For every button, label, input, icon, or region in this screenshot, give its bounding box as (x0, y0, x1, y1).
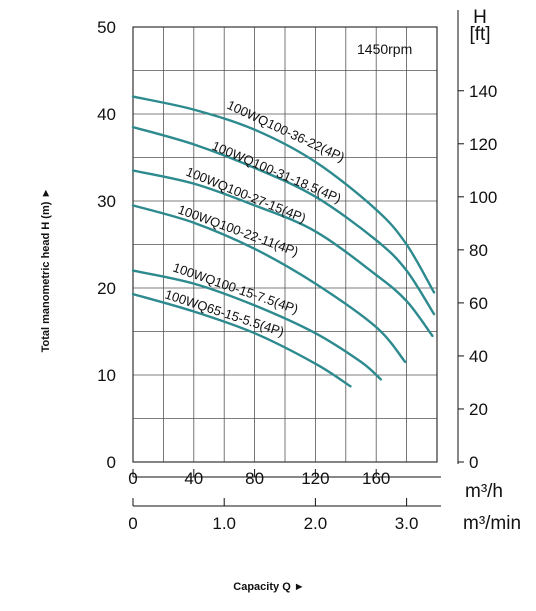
series-line (131, 204, 407, 364)
x-tick-label-primary: 160 (362, 469, 390, 488)
y-tick-label-right: 140 (469, 82, 497, 101)
x-unit-primary: m³/h (465, 481, 503, 502)
x-tick-label-primary: 40 (184, 469, 203, 488)
rpm-annotation: 1450rpm (357, 41, 412, 57)
series-line (131, 169, 434, 338)
x-axis-title: Capacity Q ► (233, 581, 304, 593)
right-axis-unit: [ft] (469, 24, 490, 45)
y-tick-label-right: 100 (469, 188, 497, 207)
x-tick-label-secondary: 2.0 (304, 514, 328, 533)
y-tick-label-left: 40 (97, 105, 116, 124)
y-tick-label-right: 20 (469, 400, 488, 419)
y-tick-label-right: 120 (469, 135, 497, 154)
y-tick-label-left: 20 (97, 279, 116, 298)
y-tick-label-right: 80 (469, 241, 488, 260)
series-line (131, 269, 382, 381)
x-tick-label-primary: 120 (301, 469, 329, 488)
y-tick-label-left: 10 (97, 366, 116, 385)
y-tick-label-left: 0 (107, 453, 116, 472)
x-tick-label-secondary: 0 (128, 514, 137, 533)
series-line (131, 95, 436, 294)
x-unit-secondary: m³/min (463, 513, 521, 534)
x-tick-label-secondary: 3.0 (395, 514, 419, 533)
y-tick-label-right: 60 (469, 294, 488, 313)
x-tick-label-secondary: 1.0 (212, 514, 236, 533)
plot-frame (132, 26, 438, 463)
axes: 0 10 20 30 40 50 0 20 40 60 80 100 120 140 H[ft] 0 40 80 1… (40, 7, 521, 593)
right-axis-label: H (473, 7, 487, 28)
y-axis-title: Total manometric head H (m) ► (40, 188, 52, 353)
x-tick-label-primary: 80 (245, 469, 264, 488)
series-line (131, 125, 436, 316)
curves (131, 95, 436, 388)
x-tick-label-primary: 0 (128, 469, 137, 488)
y-tick-label-left: 50 (97, 18, 116, 37)
y-tick-label-left: 30 (97, 192, 116, 211)
y-tick-label-right: 0 (469, 453, 478, 472)
series-line (131, 292, 352, 388)
y-tick-label-right: 40 (469, 347, 488, 366)
